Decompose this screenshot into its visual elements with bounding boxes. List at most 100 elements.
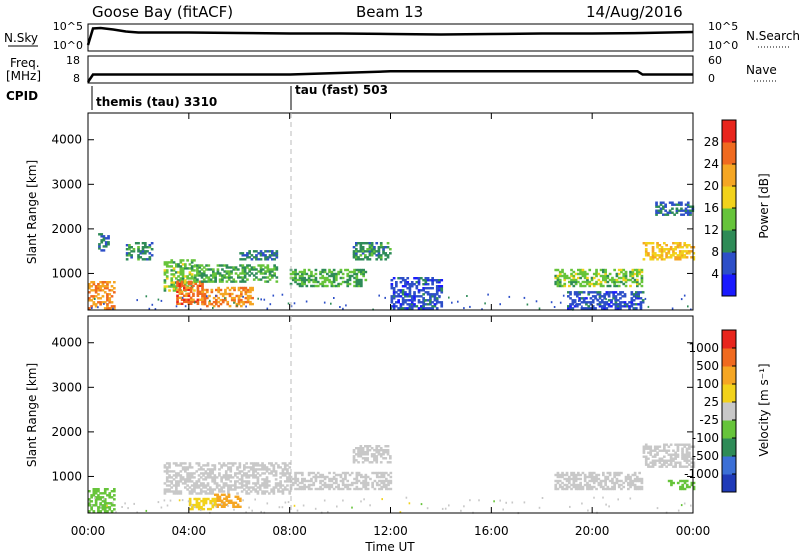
velocity-cell [608, 471, 612, 475]
power-cell [150, 254, 154, 257]
x-tick-label: 08:00 [272, 524, 307, 538]
velocity-cell [245, 462, 248, 465]
velocity-cell [554, 483, 558, 487]
power-cell [128, 246, 131, 249]
velocity-cell [360, 500, 362, 503]
power-cell [631, 280, 635, 284]
power-cell [664, 213, 667, 216]
velocity-cell [177, 474, 180, 477]
power-cell [244, 288, 248, 292]
velocity-cell [337, 473, 340, 477]
velocity-cell [175, 492, 178, 495]
velocity-cell [298, 471, 302, 475]
velocity-cell [204, 486, 208, 489]
velocity-cell [220, 466, 223, 469]
velocity-cell [384, 449, 388, 452]
power-cell [335, 278, 338, 282]
velocity-cell [229, 468, 233, 471]
power-cell [406, 287, 410, 290]
power-cell [589, 301, 593, 304]
power-cell [639, 303, 643, 306]
velocity-cell [321, 475, 325, 479]
power-cell [640, 278, 644, 282]
velocity-cell [256, 482, 260, 485]
velocity-cell [615, 481, 619, 485]
velocity-cell [195, 499, 199, 503]
power-cell [420, 289, 423, 292]
power-cell [263, 298, 266, 301]
velocity-cell [238, 466, 242, 469]
velocity-cell [211, 488, 214, 491]
power-cell [573, 301, 577, 304]
velocity-ylabel: Slant Range [km] [25, 363, 39, 467]
power-cell [671, 201, 674, 204]
velocity-ytick-label: 3000 [51, 380, 82, 394]
velocity-cell [240, 480, 244, 483]
velocity-cell [387, 473, 390, 477]
velocity-cell [195, 480, 199, 483]
power-cell [186, 285, 189, 288]
power-cell [368, 252, 372, 255]
velocity-cell [179, 462, 183, 465]
power-cell [177, 279, 180, 282]
velocity-cell [272, 468, 276, 471]
power-cell [200, 280, 204, 283]
velocity-cell [218, 495, 222, 499]
power-cell [422, 305, 425, 308]
velocity-cell [332, 475, 336, 479]
power-cell [408, 289, 412, 292]
velocity-cell [408, 502, 411, 505]
power-cell [163, 285, 167, 288]
velocity-cell [175, 488, 178, 491]
power-cell [92, 301, 96, 304]
power-cell [201, 284, 204, 288]
power-cell [659, 207, 663, 210]
power-cell [294, 276, 297, 280]
power-cell [406, 299, 410, 302]
velocity-cell [685, 465, 689, 468]
power-cell [683, 256, 687, 259]
velocity-colorbar-tick-label: 25 [704, 395, 719, 409]
velocity-cell [220, 501, 224, 505]
power-cell [673, 213, 676, 216]
velocity-cell [599, 479, 603, 483]
velocity-cell [679, 485, 682, 489]
velocity-cell [247, 488, 251, 491]
velocity-cell [556, 479, 560, 483]
velocity-cell [370, 455, 374, 458]
velocity-cell [355, 459, 358, 462]
velocity-cell [649, 445, 653, 448]
power-cell [141, 246, 145, 249]
power-cell [577, 272, 580, 276]
power-cell [431, 301, 434, 304]
power-colorbar-swatch [722, 142, 736, 165]
velocity-cell [660, 457, 664, 460]
power-cell [261, 254, 265, 257]
power-cell [237, 274, 240, 277]
power-cell [591, 305, 595, 308]
velocity-cell [660, 459, 664, 462]
power-cell [603, 295, 606, 298]
velocity-cell [378, 479, 381, 483]
velocity-cell [688, 445, 691, 448]
power-cell [359, 246, 363, 249]
power-cell [572, 270, 576, 274]
power-cell [640, 276, 644, 280]
velocity-cell [633, 487, 637, 491]
power-cell [178, 290, 182, 294]
power-cell [424, 287, 428, 290]
power-cell [305, 300, 308, 303]
power-cell [640, 268, 644, 272]
power-cell [355, 258, 358, 261]
velocity-cell [94, 490, 98, 493]
velocity-cell [261, 466, 264, 469]
power-cell [413, 277, 416, 280]
velocity-cell [227, 504, 229, 507]
power-cell [395, 281, 398, 284]
power-cell [616, 305, 620, 308]
power-cell [181, 277, 185, 280]
power-cell [196, 272, 199, 275]
power-cell [628, 307, 631, 310]
velocity-cell [307, 483, 311, 487]
power-cell [212, 300, 216, 304]
